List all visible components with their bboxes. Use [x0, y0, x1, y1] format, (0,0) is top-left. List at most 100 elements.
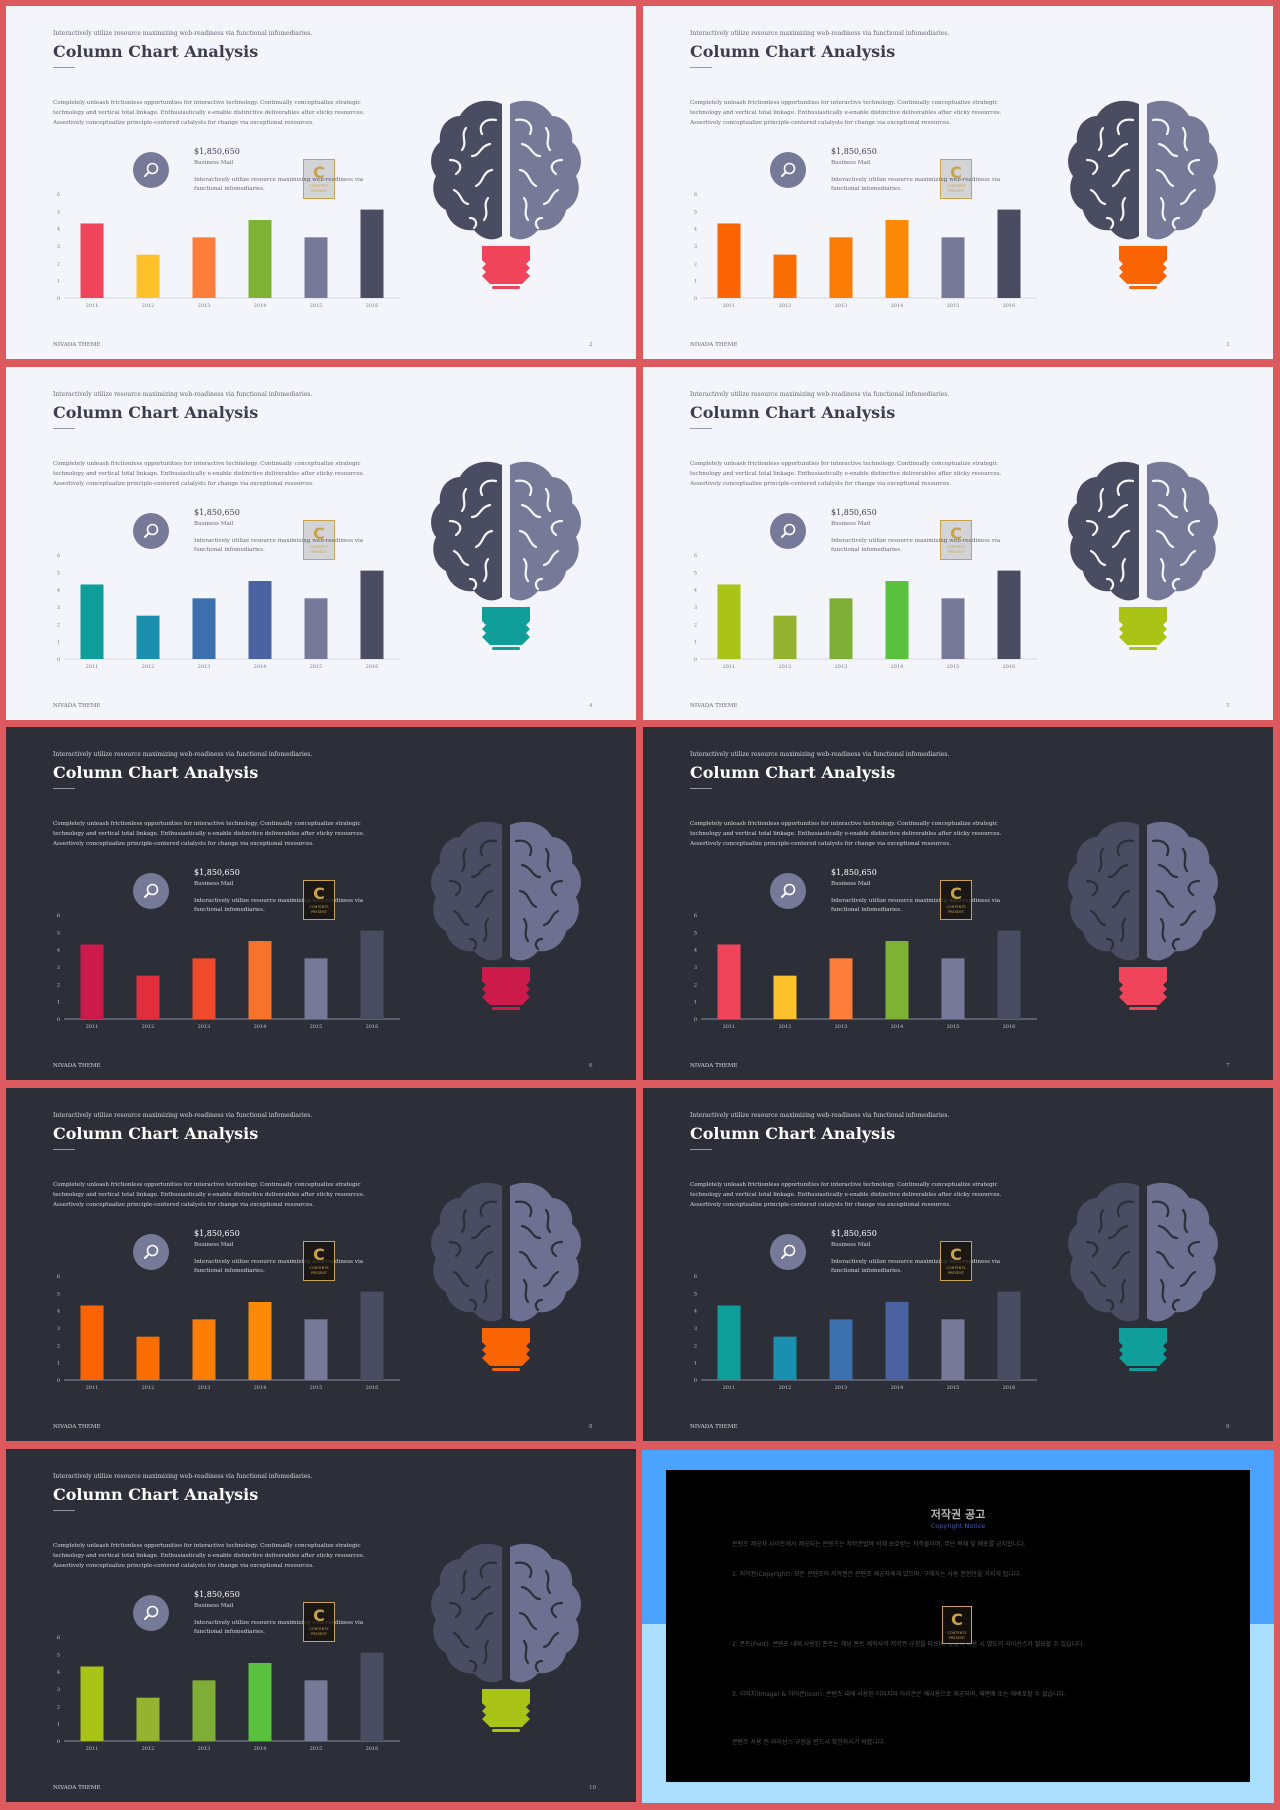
slide-thumbnail[interactable]: Interactively utilize resource maximizin…: [6, 1088, 636, 1441]
brain-right-hemisphere: [510, 461, 581, 601]
x-tick-label: 2014: [891, 664, 904, 669]
watermark-letter: C: [313, 524, 325, 543]
bar-2014: [248, 1663, 272, 1741]
y-tick-label: 3: [694, 605, 697, 611]
slide-tagline: Interactively utilize resource maximizin…: [53, 391, 313, 398]
amount-label: Business Mail: [194, 521, 234, 527]
brain-fold: [1155, 1250, 1175, 1270]
search-icon: [133, 873, 169, 909]
copyright-notice-slide[interactable]: 저작권 공고 Copyright Notice 콘텐츠 제공자 사이트에서 제공…: [642, 1450, 1274, 1803]
slide-title: Column Chart Analysis: [53, 403, 259, 422]
title-underline: [690, 67, 712, 68]
x-tick-label: 2016: [1003, 664, 1016, 669]
slide-thumbnail[interactable]: Interactively utilize resource maximizin…: [643, 1088, 1273, 1441]
brain-bulb-illustration: [431, 100, 581, 289]
slide-thumbnail[interactable]: Interactively utilize resource maximizin…: [643, 367, 1273, 720]
x-tick-label: 2015: [947, 303, 960, 308]
brain-right-hemisphere: [1147, 1182, 1218, 1322]
y-tick-label: 2: [57, 1704, 60, 1710]
brain-fold: [1111, 529, 1131, 549]
x-tick-label: 2016: [366, 1024, 379, 1029]
slide-thumbnail[interactable]: Interactively utilize resource maximizin…: [6, 6, 636, 359]
bulb-tip: [1129, 1007, 1157, 1010]
y-tick-label: 6: [694, 913, 697, 919]
slide-thumbnail[interactable]: Interactively utilize resource maximizin…: [6, 727, 636, 1080]
watermark-letter: C: [313, 163, 325, 182]
contents-watermark-logo: C CONTENTS PRESENT: [303, 520, 335, 560]
bulb-tip: [492, 286, 520, 289]
brain-fold: [1105, 937, 1115, 951]
slide-footer: NIVADA THEME: [690, 342, 738, 348]
bulb-base: [1119, 607, 1167, 645]
bulb-tip: [1129, 1368, 1157, 1371]
slide-thumbnail[interactable]: Interactively utilize resource maximizin…: [643, 6, 1273, 359]
y-tick-label: 5: [694, 1291, 697, 1297]
bar-2015: [304, 1680, 328, 1741]
y-tick-label: 0: [694, 1017, 697, 1023]
copyright-title: 저작권 공고: [930, 1508, 986, 1521]
page-number: 6: [589, 1063, 593, 1069]
brain-fold: [520, 142, 542, 158]
slide-description: Completely unleash frictionless opportun…: [690, 821, 1002, 847]
bar-2012: [773, 975, 797, 1019]
brain-bulb-illustration: [1068, 100, 1218, 289]
x-tick-label: 2013: [835, 1385, 848, 1390]
contents-watermark-logo: C CONTENTS PRESENT: [303, 1241, 335, 1281]
brain-fold: [1179, 549, 1197, 567]
brain-fold: [468, 937, 478, 951]
y-tick-label: 6: [694, 192, 697, 198]
slide-title: Column Chart Analysis: [690, 403, 896, 422]
brain-fold: [452, 1270, 470, 1288]
x-tick-label: 2011: [86, 1746, 99, 1751]
watermark-line2: PRESENT: [948, 910, 964, 914]
brain-fold: [468, 1659, 478, 1673]
watermark-line1: CONTENTS: [946, 545, 966, 549]
bar-2014: [885, 220, 909, 298]
search-icon: [770, 873, 806, 909]
brain-left-hemisphere: [431, 821, 502, 961]
watermark-line2: PRESENT: [311, 1271, 327, 1275]
column-chart: 0 1 2 3 4 5 6 2011 2012 2013 2014 2015 2016: [57, 553, 400, 669]
contents-watermark-logo: C CONTENTS PRESENT: [303, 159, 335, 199]
x-tick-label: 2013: [198, 1385, 211, 1390]
y-tick-label: 1: [694, 640, 697, 646]
x-tick-label: 2011: [86, 1385, 99, 1390]
brain-fold: [482, 557, 490, 583]
brain-fold: [1105, 216, 1115, 230]
copyright-paragraph-2: 2. 폰트(Font): 콘텐츠 내에 사용된 폰트는 해당 폰트 제작사의 저…: [732, 1641, 1085, 1648]
brain-fold: [514, 479, 533, 497]
x-tick-label: 2011: [723, 303, 736, 308]
column-chart: 0 1 2 3 4 5 6 2011 2012 2013 2014 2015 2016: [694, 1274, 1037, 1390]
bar-2016: [997, 1291, 1021, 1380]
slide-tagline: Interactively utilize resource maximizin…: [690, 30, 950, 37]
watermark-letter: C: [950, 1245, 962, 1264]
brain-fold: [1116, 839, 1135, 857]
y-tick-label: 0: [57, 1378, 60, 1384]
brain-fold: [1107, 142, 1129, 158]
bulb-base: [482, 1328, 530, 1366]
title-underline: [53, 428, 75, 429]
brain-fold: [1089, 1270, 1107, 1288]
bar-2016: [997, 209, 1021, 298]
brain-fold: [1151, 479, 1170, 497]
bulb-tip: [492, 647, 520, 650]
bar-2015: [941, 598, 965, 659]
brain-fold: [534, 1298, 544, 1312]
brain-fold: [1111, 889, 1131, 909]
copyright-subtitle: Copyright Notice: [930, 1522, 986, 1530]
x-tick-label: 2011: [86, 1024, 99, 1029]
brain-fold: [474, 168, 494, 188]
column-chart: 0 1 2 3 4 5 6 2011 2012 2013 2014 2015 2016: [694, 192, 1037, 308]
slide-thumbnail[interactable]: Interactively utilize resource maximizin…: [6, 367, 636, 720]
column-chart: 0 1 2 3 4 5 6 2011 2012 2013 2014 2015 2016: [694, 913, 1037, 1029]
slide-thumbnail[interactable]: Interactively utilize resource maximizin…: [643, 727, 1273, 1080]
brain-fold: [550, 158, 564, 176]
bar-2013: [829, 237, 853, 298]
bar-2011: [717, 223, 741, 298]
slide-tagline: Interactively utilize resource maximizin…: [53, 1473, 313, 1480]
slide-tagline: Interactively utilize resource maximizin…: [53, 751, 313, 758]
brain-fold: [1171, 937, 1181, 951]
brain-fold: [542, 1270, 560, 1288]
watermark-line1: CONTENTS: [946, 1266, 966, 1270]
slide-thumbnail[interactable]: Interactively utilize resource maximizin…: [6, 1449, 636, 1802]
